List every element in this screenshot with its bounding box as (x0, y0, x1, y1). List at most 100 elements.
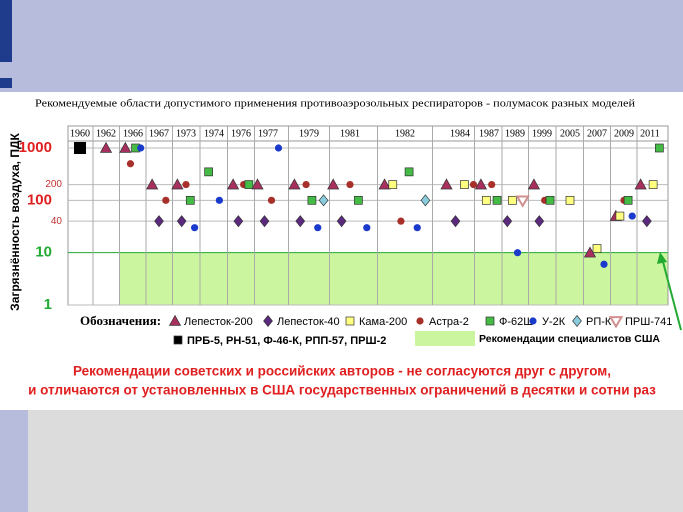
x-tick-label: 1967 (149, 128, 169, 139)
marker-triangle (251, 178, 264, 190)
y-tick-label: 1 (44, 296, 52, 313)
chart-title: Рекомендуемые области допустимого примен… (35, 98, 635, 110)
marker-square (545, 195, 555, 205)
x-tick-label: 1960 (70, 128, 90, 139)
x-tick-label: 1977 (258, 128, 278, 139)
marker-square (592, 244, 602, 253)
arrow (661, 257, 682, 331)
marker-triangle (634, 178, 647, 190)
marker-triangle (440, 178, 453, 190)
x-tick-label: 2009 (614, 128, 634, 139)
conclusion-line: Рекомендации советских и российских авто… (73, 364, 611, 379)
y-tick-label: 10 (35, 244, 52, 261)
marker-triangle (474, 178, 488, 190)
legend-marker (529, 317, 537, 325)
legend-marker (345, 316, 355, 326)
marker-circle (363, 224, 371, 232)
marks (74, 141, 664, 268)
x-tick-label: 1973 (176, 128, 196, 139)
marker-square (244, 180, 254, 189)
marker-square (648, 180, 658, 189)
header-block (0, 78, 12, 88)
legend-label: Лепесток-40 (277, 316, 340, 328)
marker-circle (413, 224, 421, 232)
marker-circle (346, 180, 354, 189)
marker-diamond (318, 194, 329, 207)
marker-circle (182, 180, 190, 189)
legend-label: Лепесток-200 (184, 316, 253, 328)
chart-panel (0, 92, 683, 410)
marker-triangle (99, 141, 113, 153)
marker-circle (314, 224, 322, 232)
us-zone (119, 252, 668, 305)
y-axis-label: Загрязнённость воздуха, ПДК (8, 133, 22, 311)
legend-title: Обозначения: (80, 313, 161, 328)
marker-square (354, 195, 363, 205)
marker-circle (397, 217, 405, 225)
legend-label: РП-К (586, 316, 612, 328)
legend-marker (572, 314, 582, 328)
marker-circle (488, 180, 496, 189)
marker-triangle (327, 178, 340, 190)
marker-diamond (502, 215, 513, 228)
y-tick-label: 200 (45, 179, 62, 190)
legend-label: Ф-62Ш (499, 316, 533, 328)
marker-square (481, 195, 491, 205)
marker-square (492, 195, 502, 205)
marker-diamond (642, 215, 652, 228)
marker-square (508, 195, 517, 205)
marker-circle (126, 160, 135, 168)
marker-square (204, 167, 213, 177)
x-tick-label: 1999 (532, 128, 552, 139)
marker-square (185, 195, 195, 205)
header-band (0, 0, 683, 92)
marker-triangle (227, 178, 240, 190)
marker-circle (191, 224, 199, 232)
x-tick-label: 1976 (231, 128, 251, 139)
marker-invtriangle (515, 195, 530, 208)
marker-circle (137, 144, 145, 152)
x-tick-label: 2007 (587, 128, 607, 139)
marker-circle (215, 196, 223, 204)
marker-diamond (534, 215, 545, 228)
marker-square (655, 143, 664, 153)
x-tick-label: 1989 (505, 128, 525, 139)
marker-square (615, 211, 625, 221)
legend-label: Рекомендации специалистов США (479, 333, 660, 345)
marker-circle (600, 260, 608, 268)
marker-circle (628, 212, 636, 220)
x-tick-label: 2011 (640, 128, 660, 139)
footer-strip (0, 410, 28, 512)
marker-square (460, 180, 469, 189)
legend-marker (485, 316, 495, 326)
x-tick-label: 2005 (560, 128, 580, 139)
marker-diamond (233, 215, 244, 228)
marker-triangle (146, 178, 159, 190)
legend-swatch (415, 331, 475, 346)
legend-marker (263, 314, 273, 328)
x-tick-label: 1984 (450, 128, 470, 139)
x-tick-label: 1981 (340, 128, 360, 139)
marker-circle (302, 180, 310, 189)
marker-square (404, 167, 414, 177)
marker-circle (162, 196, 170, 204)
marker-triangle (119, 141, 132, 153)
marker-square (307, 195, 317, 205)
legend-label: Астра-2 (429, 316, 469, 328)
y-tick-label: 40 (51, 216, 63, 227)
marker-triangle (288, 178, 301, 190)
marker-diamond (336, 215, 347, 228)
marker-square (388, 180, 398, 189)
marker-diamond (259, 215, 270, 228)
legend-label: ПРШ-741 (625, 316, 672, 328)
marker-diamond (176, 215, 187, 228)
legend-marker (173, 335, 183, 345)
marker-circle (267, 196, 276, 204)
marker-diamond (450, 215, 461, 228)
x-tick-label: 1979 (299, 128, 319, 139)
marker-square (565, 195, 575, 205)
x-tick-label: 1966 (123, 128, 143, 139)
legend-label: У-2К (542, 316, 566, 328)
